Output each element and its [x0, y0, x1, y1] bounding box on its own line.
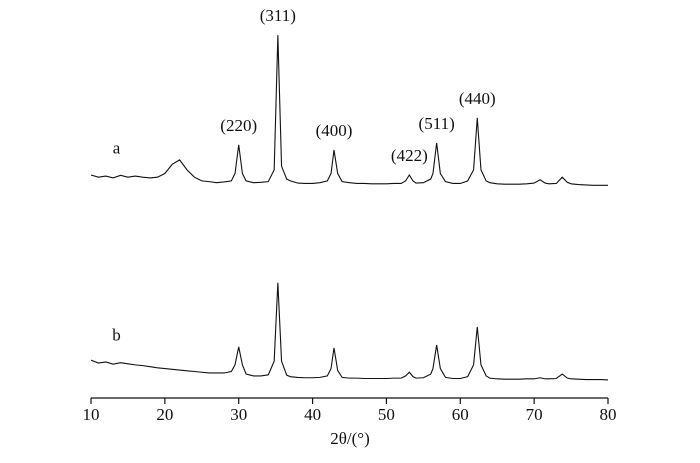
x-tick-label: 80	[600, 405, 617, 424]
series-label: b	[112, 326, 121, 345]
x-tick-label: 50	[378, 405, 395, 424]
peak-annotation: (422)	[391, 146, 428, 165]
x-axis-label: 2θ/(°)	[330, 429, 370, 448]
x-tick-label: 10	[83, 405, 100, 424]
peak-annotation: (511)	[419, 114, 455, 133]
peak-annotation: (311)	[260, 6, 296, 25]
peak-annotation: (220)	[220, 116, 257, 135]
peak-annotation: (400)	[316, 121, 353, 140]
x-tick-label: 40	[304, 405, 321, 424]
x-tick-label: 60	[452, 405, 469, 424]
series-line	[90, 35, 608, 186]
x-tick-label: 20	[156, 405, 173, 424]
series-line	[90, 282, 609, 381]
x-tick-label: 70	[526, 405, 543, 424]
x-tick-label: 30	[230, 405, 247, 424]
peak-annotation: (440)	[459, 89, 496, 108]
series-label: a	[113, 138, 121, 157]
